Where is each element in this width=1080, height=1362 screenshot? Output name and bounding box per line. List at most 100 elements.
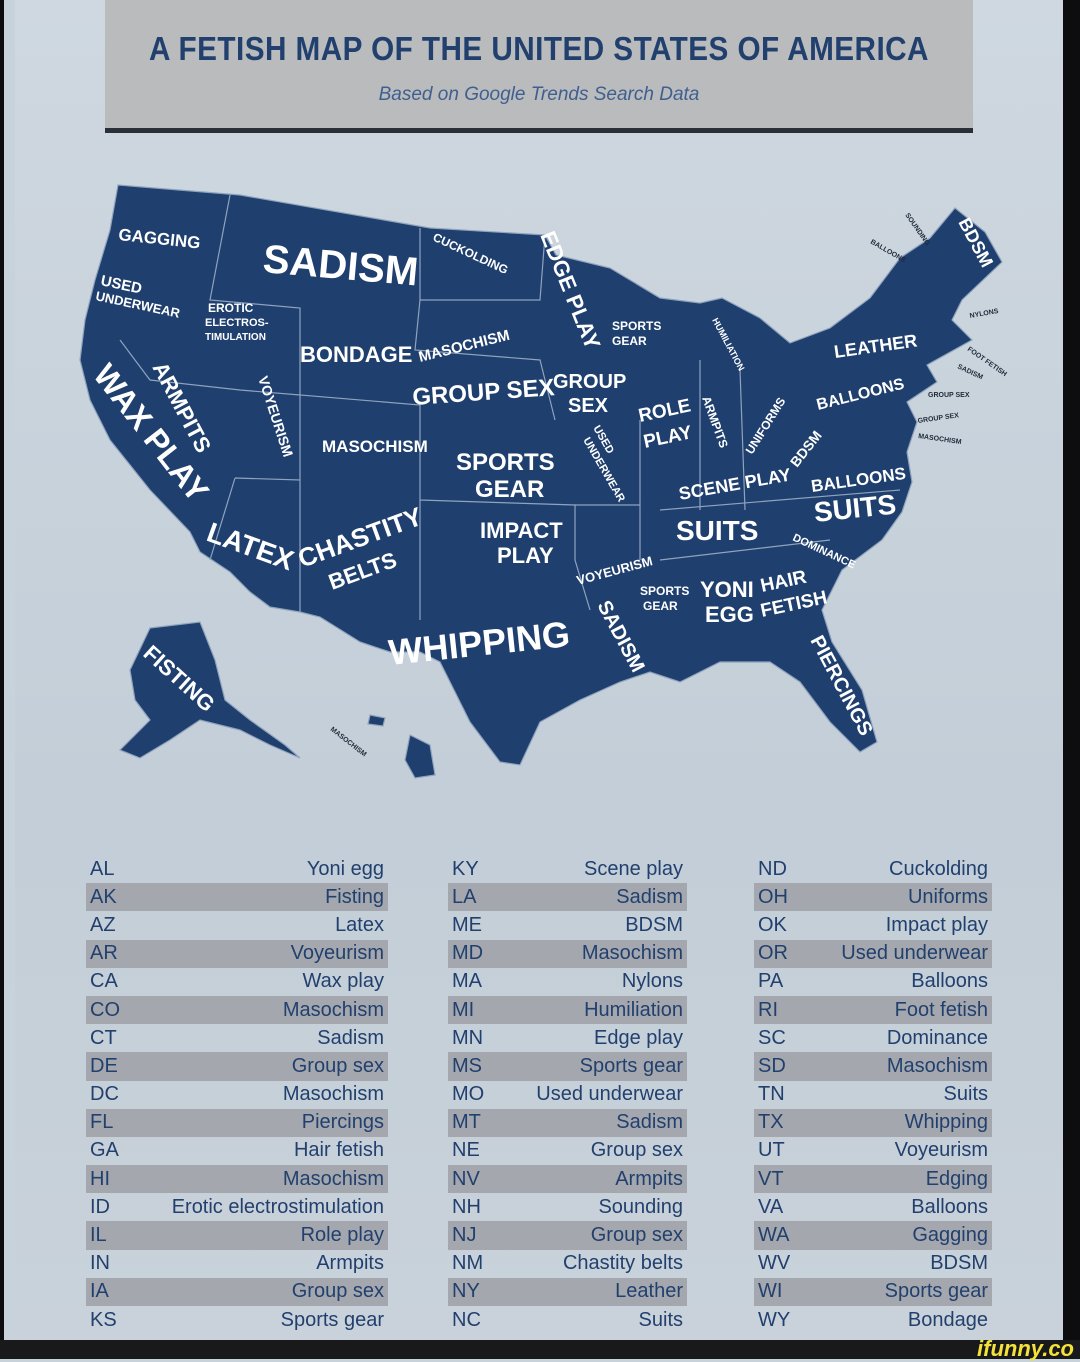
table-row: VA Balloons bbox=[754, 1193, 992, 1221]
table-row: SC Dominance bbox=[754, 1024, 992, 1052]
table-row: WA Gagging bbox=[754, 1221, 992, 1250]
table-row: NV Armpits bbox=[448, 1165, 687, 1194]
state-code: NE bbox=[452, 1139, 480, 1162]
fetish-value: Nylons bbox=[621, 970, 683, 993]
fetish-value: Foot fetish bbox=[894, 998, 988, 1021]
label-wy: BONDAGE bbox=[300, 342, 412, 367]
table-row: NC Suits bbox=[448, 1306, 687, 1334]
right-border bbox=[1063, 0, 1080, 1340]
state-code: WA bbox=[758, 1224, 790, 1247]
fetish-value: Hair fetish bbox=[293, 1139, 384, 1162]
table-row: RI Foot fetish bbox=[754, 995, 992, 1025]
state-code: MS bbox=[452, 1054, 482, 1077]
state-code: CT bbox=[90, 1026, 117, 1049]
state-code: TX bbox=[758, 1111, 784, 1134]
label-al-2: EGG bbox=[705, 602, 754, 627]
alaska-shape bbox=[118, 621, 301, 759]
hawaii-island-small bbox=[367, 714, 386, 727]
table-row: OR Used underwear bbox=[754, 939, 992, 968]
state-code: ME bbox=[452, 913, 482, 936]
state-code: KY bbox=[452, 857, 479, 880]
state-code: IN bbox=[90, 1252, 110, 1275]
label-al-1: YONI bbox=[700, 577, 754, 602]
table-row: WY Bondage bbox=[754, 1306, 992, 1334]
fetish-value: BDSM bbox=[625, 913, 683, 936]
page-title: A FETISH MAP OF THE UNITED STATES OF AME… bbox=[149, 30, 929, 67]
state-code: LA bbox=[452, 885, 477, 908]
left-border bbox=[0, 0, 4, 1340]
label-ms-2: GEAR bbox=[643, 599, 678, 613]
fetish-value: Masochism bbox=[581, 942, 683, 965]
table-column-2: KY Scene play LA Sadism ME BDSM MD Masochism MA N… bbox=[448, 855, 687, 1334]
table-row: ND Cuckolding bbox=[754, 855, 992, 883]
page-subtitle: Based on Google Trends Search Data bbox=[378, 84, 700, 105]
state-code: IA bbox=[90, 1280, 109, 1303]
state-code: NV bbox=[452, 1167, 480, 1190]
label-ks-1: SPORTS bbox=[456, 449, 555, 476]
state-code: WY bbox=[758, 1308, 791, 1331]
label-co: MASOCHISM bbox=[322, 437, 428, 456]
fetish-value: Masochism bbox=[282, 1083, 384, 1106]
state-code: NJ bbox=[452, 1224, 477, 1247]
label-vt: BALLOONS bbox=[869, 239, 907, 265]
fetish-value: Gagging bbox=[912, 1224, 988, 1247]
label-id-3: TIMULATION bbox=[205, 332, 266, 343]
label-nh: SOUNDING bbox=[903, 212, 931, 247]
state-code: UT bbox=[758, 1139, 785, 1162]
fetish-value: Piercings bbox=[301, 1111, 384, 1134]
fetish-value: Suits bbox=[943, 1083, 988, 1106]
label-ks-2: GEAR bbox=[475, 476, 544, 503]
state-code: WI bbox=[758, 1280, 783, 1303]
table-row: PA Balloons bbox=[754, 968, 992, 996]
table-row: KY Scene play bbox=[448, 855, 687, 883]
label-hi: MASOCHISM bbox=[329, 726, 368, 758]
state-code: AZ bbox=[90, 913, 116, 936]
fetish-value: Group sex bbox=[291, 1280, 384, 1303]
state-code: MT bbox=[452, 1111, 481, 1134]
fetish-value: Cuckolding bbox=[889, 857, 988, 880]
state-code: DE bbox=[90, 1054, 118, 1077]
state-code: WV bbox=[758, 1252, 791, 1275]
table-row: UT Voyeurism bbox=[754, 1137, 992, 1165]
table-row: MT Sadism bbox=[448, 1108, 687, 1137]
state-borders bbox=[119, 194, 901, 620]
table-row: DE Group sex bbox=[86, 1052, 388, 1081]
state-code: RI bbox=[758, 998, 778, 1021]
table-row: CO Masochism bbox=[86, 995, 388, 1025]
label-ct: SADISM bbox=[956, 363, 984, 381]
table-row: NJ Group sex bbox=[448, 1221, 687, 1250]
header-banner: A FETISH MAP OF THE UNITED STATES OF AME… bbox=[105, 0, 973, 133]
fetish-value: Voyeurism bbox=[290, 942, 384, 965]
label-ma: NYLONS bbox=[969, 308, 999, 320]
table-row: GA Hair fetish bbox=[86, 1137, 388, 1165]
table-row: OH Uniforms bbox=[754, 883, 992, 912]
table-row: IA Group sex bbox=[86, 1277, 388, 1306]
label-wi-1: SPORTS bbox=[612, 319, 661, 333]
fetish-value: Sadism bbox=[616, 1111, 683, 1134]
table-row: NE Group sex bbox=[448, 1137, 687, 1165]
label-md: MASOCHISM bbox=[918, 433, 962, 446]
state-code: MN bbox=[452, 1026, 484, 1049]
fetish-value: Chastity belts bbox=[562, 1252, 683, 1275]
fetish-value: Erotic electrostimulation bbox=[171, 1195, 384, 1218]
state-code: HI bbox=[90, 1167, 110, 1190]
state-code: PA bbox=[758, 970, 784, 993]
label-ia-2: SEX bbox=[568, 395, 609, 417]
fetish-value: Impact play bbox=[885, 913, 988, 936]
fetish-value: Role play bbox=[300, 1224, 384, 1247]
state-code: SC bbox=[758, 1026, 786, 1049]
state-code: CA bbox=[90, 970, 118, 993]
state-code: NC bbox=[452, 1308, 481, 1331]
fetish-value: Balloons bbox=[911, 1195, 988, 1218]
state-code: SD bbox=[758, 1054, 786, 1077]
label-de: GROUP SEX bbox=[917, 412, 959, 425]
table-row: ME BDSM bbox=[448, 911, 687, 939]
table-row: IL Role play bbox=[86, 1221, 388, 1250]
fetish-value: Suits bbox=[638, 1308, 683, 1331]
state-code: AK bbox=[90, 885, 117, 908]
table-row: NH Sounding bbox=[448, 1193, 687, 1221]
fetish-value: Sports gear bbox=[280, 1308, 384, 1331]
fetish-value: Group sex bbox=[590, 1224, 683, 1247]
fetish-value: Armpits bbox=[316, 1252, 384, 1275]
table-row: MA Nylons bbox=[448, 968, 687, 996]
